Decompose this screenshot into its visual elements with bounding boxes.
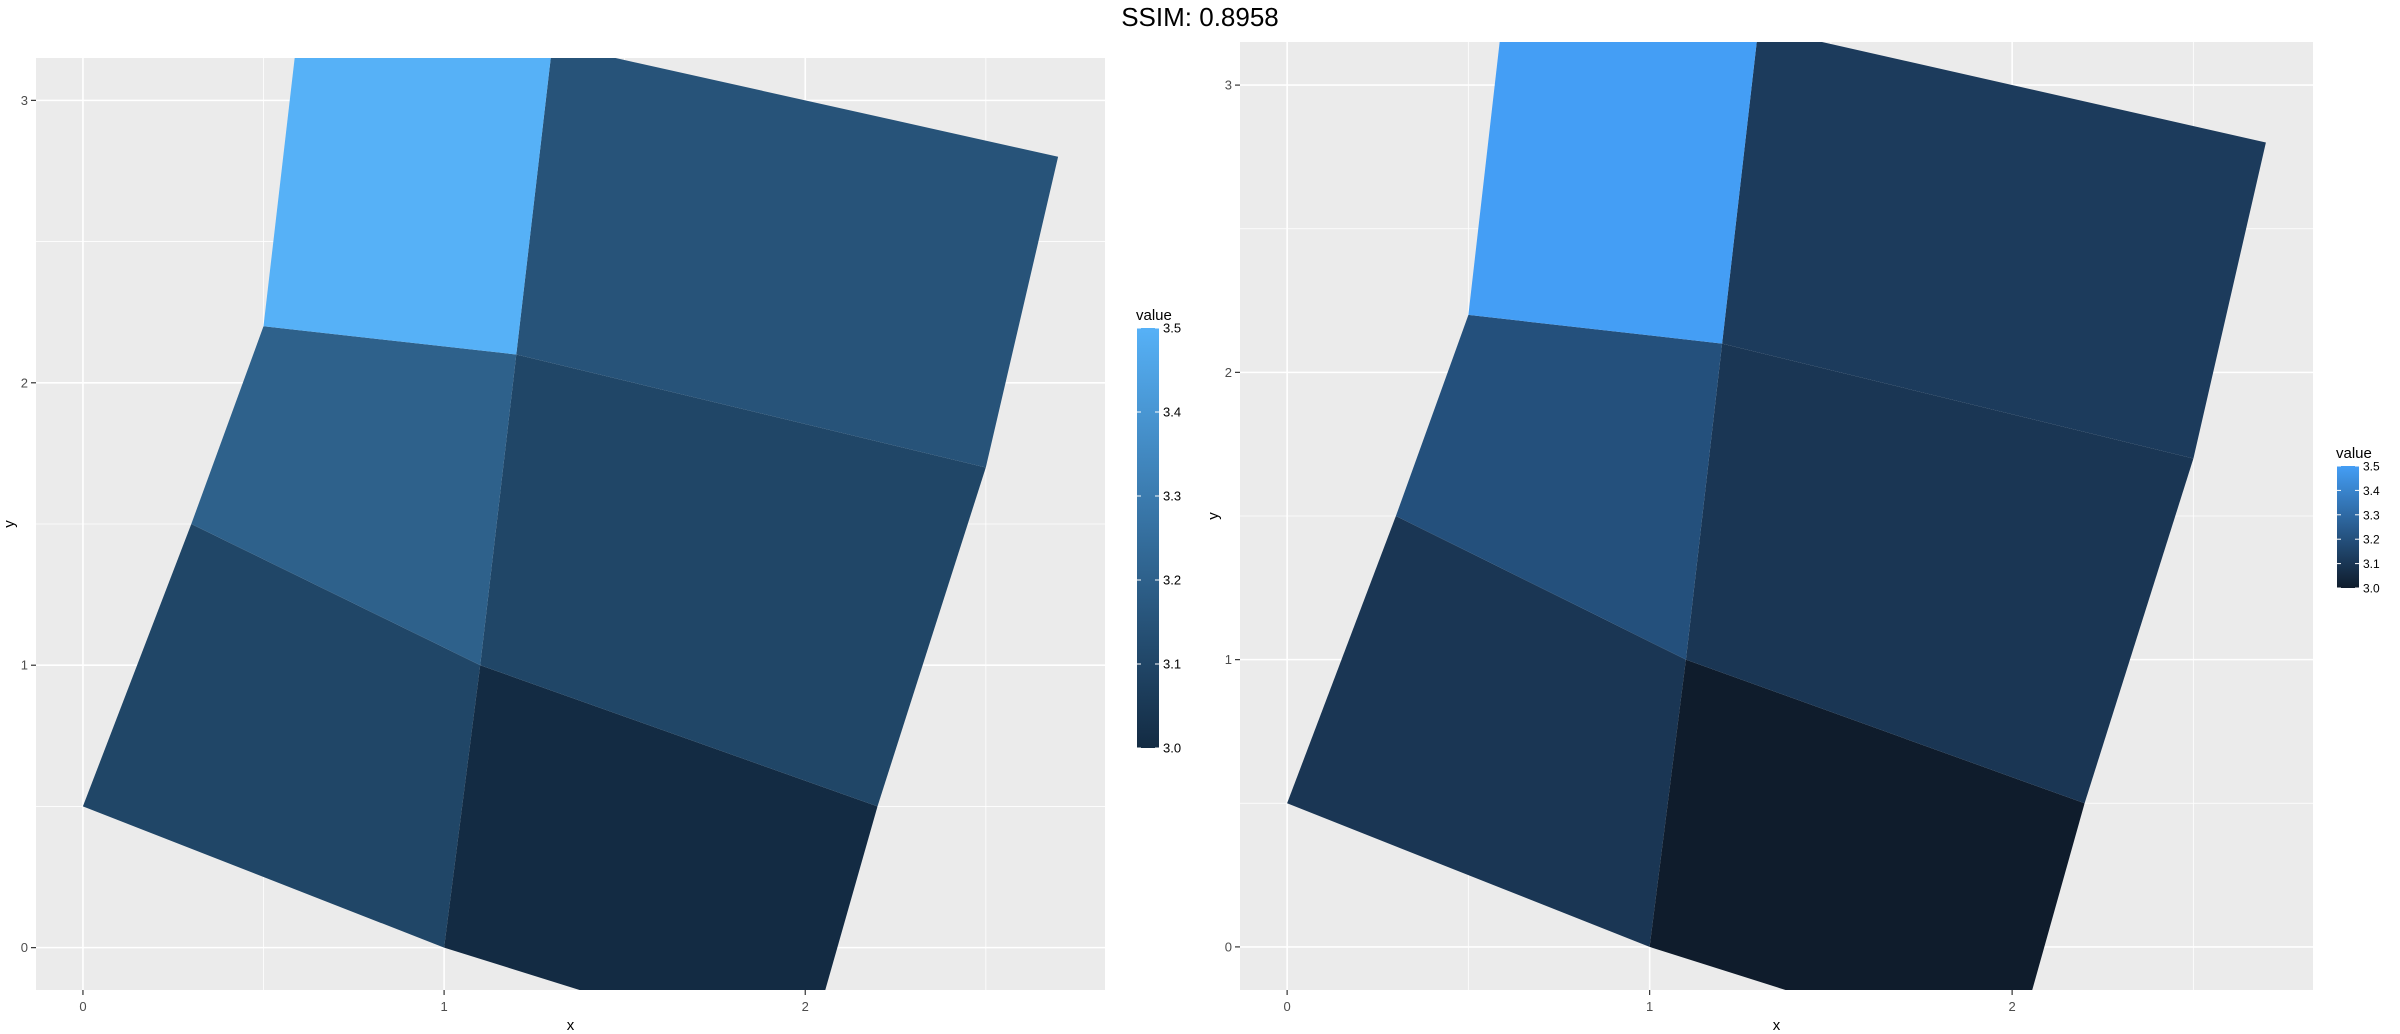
legend-label: 3.5 [1163,321,1181,336]
y-axis-title: y [1,520,18,528]
data-polygon-2 [1649,659,2085,990]
legend-title: value [1136,307,1172,324]
data-polygon-6 [263,58,551,355]
y-tick-label: 3 [21,93,28,108]
data-polygon-5 [516,58,1059,468]
legend-label: 3.0 [2363,582,2380,596]
data-polygon-2 [444,665,878,990]
legend-label: 3.1 [1163,657,1181,672]
legend-colorbar [1137,328,1159,748]
data-polygon-5 [1722,42,2266,459]
legend-label: 3.5 [2363,460,2380,474]
data-polygon-4 [191,326,517,666]
legend-label: 3.3 [1163,489,1181,504]
y-tick-label: 2 [21,375,28,390]
legend-label: 3.4 [2363,484,2380,498]
polygon-layer [82,58,1059,990]
legend-label: 3.2 [2363,533,2380,547]
x-tick-label: 1 [440,999,447,1014]
x-tick-label: 0 [1284,999,1291,1014]
x-axis-title: x [1773,1017,1781,1034]
y-tick-label: 0 [1225,939,1232,954]
y-tick-label: 1 [21,658,28,673]
y-axis-title: y [1205,512,1222,520]
legend-label: 3.4 [1163,405,1181,420]
figure-title: SSIM: 0.8958 [1121,2,1279,32]
data-polygon-4 [1395,314,1723,660]
data-polygon-1 [1287,516,1686,947]
data-polygon-3 [480,354,986,807]
y-tick-label: 2 [1225,365,1232,380]
y-tick-label: 0 [21,940,28,955]
y-tick-label: 3 [1225,78,1232,93]
data-polygon-1 [82,524,481,948]
legend-label: 3.2 [1163,573,1181,588]
x-tick-label: 2 [802,999,809,1014]
y-tick-label: 1 [1225,652,1232,667]
x-tick-label: 0 [79,999,86,1014]
polygon-layer [1287,42,2266,990]
data-polygon-3 [1685,343,2194,804]
legend-label: 3.0 [1163,741,1181,756]
legend-label: 3.3 [2363,508,2380,522]
x-tick-label: 2 [2009,999,2016,1014]
legend-title: value [2336,445,2372,462]
x-tick-label: 1 [1646,999,1653,1014]
legend-colorbar [2337,466,2359,588]
legend-label: 3.1 [2363,557,2380,571]
data-polygon-6 [1468,42,1757,344]
x-axis-title: x [567,1017,575,1034]
